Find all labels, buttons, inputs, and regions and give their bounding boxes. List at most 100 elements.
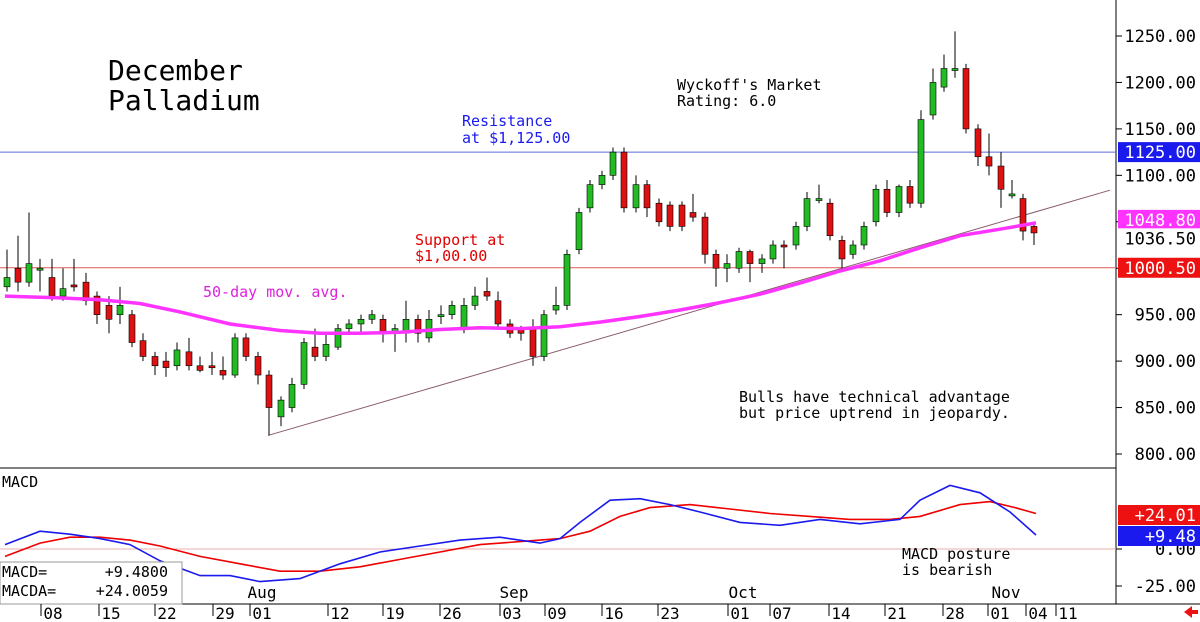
candle-body (598, 175, 606, 185)
candlestick (265, 370, 273, 436)
candle-body (59, 288, 67, 297)
candlestick (1019, 193, 1027, 241)
candle-body (14, 267, 22, 283)
mavg-label: 50-day mov. avg. (203, 283, 348, 301)
candle-body (357, 319, 365, 325)
candle-body (540, 314, 548, 357)
macd-value-box: +9.48 (1118, 526, 1200, 547)
candle-body (746, 251, 754, 264)
candle-body (483, 291, 491, 297)
moving-average-line (4, 221, 1037, 335)
candlestick (883, 179, 891, 218)
last-price-text: 1036.50 (1124, 229, 1196, 249)
date-axis: 08 15 22 29 01 12 19 26 03 09 16 23 01 07 14 21 28 01 04 11… (40, 583, 1078, 622)
candle-body (803, 198, 811, 227)
candle-body (529, 328, 537, 357)
date-tick-label: 21 (887, 604, 906, 622)
candlestick (917, 110, 925, 208)
candlestick (494, 291, 502, 329)
candle-body (288, 384, 296, 408)
candle-body (701, 216, 709, 255)
resistance-label-2: at $1,125.00 (462, 129, 570, 147)
candlestick (563, 249, 571, 311)
candle-body (575, 212, 583, 250)
candlestick (540, 310, 548, 362)
macd-comment-line-2: is bearish (902, 561, 992, 579)
rating-line-2: Rating: 6.0 (677, 92, 776, 110)
macd-readout-box (0, 561, 183, 605)
candle-body (219, 370, 227, 376)
candle-body (609, 151, 617, 176)
candle-body (414, 319, 422, 334)
candle-body (1030, 226, 1038, 234)
macda-value-text: +24.01 (1135, 506, 1196, 526)
price-tick-label: 950.00 (1135, 306, 1196, 326)
scroll-left-arrow-icon[interactable] (1184, 606, 1192, 618)
candle-body (70, 284, 78, 288)
date-tick-label: 16 (604, 604, 623, 622)
candle-body (815, 198, 823, 201)
candle-body (345, 323, 353, 329)
date-tick-label: 01 (252, 604, 271, 622)
candle-body (758, 258, 766, 264)
chart-title-line-2: Palladium (108, 84, 260, 117)
candlestick (609, 147, 617, 180)
candlestick (139, 333, 147, 362)
price-tick-label: 900.00 (1135, 352, 1196, 372)
candlestick (632, 175, 640, 213)
date-tick-label: 03 (502, 604, 521, 622)
support-price-box: 1000.50 (1118, 257, 1200, 279)
candle-body (655, 202, 663, 223)
rating-line-1: Wyckoff's Market (677, 76, 822, 94)
date-tick-label: 19 (385, 604, 404, 622)
candlestick (985, 133, 993, 176)
candlestick (895, 184, 903, 218)
candlestick (678, 201, 686, 232)
macd-value-text: +9.48 (1145, 527, 1196, 547)
candlestick (36, 258, 44, 292)
candlestick (242, 333, 250, 362)
price-tick-label: 1150.00 (1124, 120, 1196, 140)
candlestick (483, 277, 491, 301)
candlestick (93, 291, 101, 324)
price-tick-label: 850.00 (1135, 399, 1196, 419)
candlestick (14, 235, 22, 292)
candle-body (116, 305, 124, 315)
candlestick (723, 254, 731, 283)
candlestick (1030, 221, 1038, 245)
scroll-arrow-stem[interactable] (1192, 610, 1198, 614)
candle-body (860, 226, 868, 246)
candle-body (162, 360, 170, 368)
candle-body (769, 244, 777, 260)
date-tick-label: 04 (1028, 604, 1047, 622)
candlestick (70, 258, 78, 292)
macd-tick-label: -25.00 (1135, 577, 1196, 597)
candlestick (219, 356, 227, 380)
candle-body (917, 119, 925, 204)
candle-body (277, 399, 285, 418)
candle-body (448, 305, 456, 315)
candlestick (345, 319, 353, 334)
candlestick (151, 351, 159, 376)
date-tick-label: 01 (730, 604, 749, 622)
candle-body (792, 226, 800, 246)
candle-body (997, 165, 1005, 190)
candlestick (620, 147, 628, 213)
candlestick (277, 396, 285, 427)
candle-body (666, 204, 674, 227)
candlestick (872, 184, 880, 227)
month-label: Nov (992, 583, 1021, 602)
candlestick (780, 240, 788, 269)
candle-body (826, 202, 834, 237)
date-tick-label: 11 (1058, 604, 1077, 622)
candlestick (643, 179, 651, 218)
support-price-text: 1000.50 (1124, 259, 1196, 279)
candle-body (254, 356, 262, 376)
candle-body (849, 244, 857, 255)
candlestick (116, 286, 124, 324)
candlestick (575, 207, 583, 255)
candle-body (872, 188, 880, 223)
date-tick-label: 07 (772, 604, 791, 622)
candlestick (598, 170, 606, 190)
candlestick (448, 300, 456, 320)
